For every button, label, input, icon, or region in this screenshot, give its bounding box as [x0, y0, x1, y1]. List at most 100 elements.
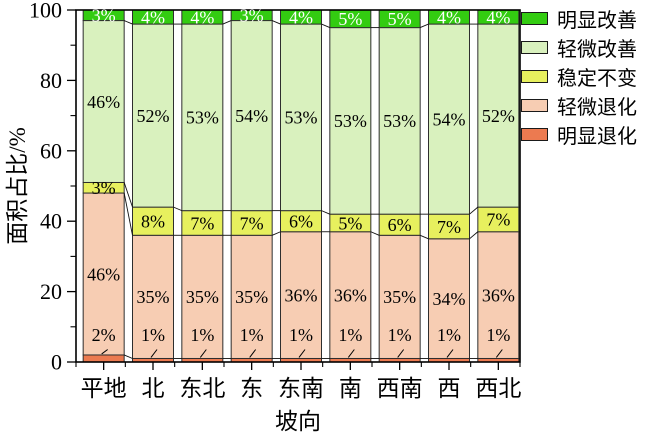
- segment-label: 4%: [190, 7, 214, 27]
- bar-segment: [378, 27, 421, 215]
- bar-segment: [280, 231, 322, 359]
- bar-segment: [329, 231, 372, 359]
- segment-label: 7%: [190, 213, 214, 233]
- bar-segment: [428, 238, 470, 359]
- legend-item: 稳定不变: [521, 62, 637, 91]
- connector-line: [321, 210, 331, 215]
- connector-line: [222, 20, 232, 25]
- segment-label: 6%: [388, 215, 412, 235]
- connector-line: [419, 234, 429, 240]
- x-tick-label: 南: [339, 376, 362, 401]
- segment-label: 8%: [141, 212, 165, 232]
- x-tick-label: 北: [142, 376, 165, 401]
- segment-label: 4%: [289, 7, 313, 27]
- bar-segment: [181, 234, 224, 359]
- segment-label: 3%: [92, 178, 116, 198]
- bar-segment: [477, 206, 520, 233]
- leader-line: [397, 349, 405, 358]
- connector-line: [123, 20, 133, 25]
- legend-swatch: [521, 12, 548, 25]
- y-tick-label: 20: [40, 279, 62, 304]
- leader-line: [101, 349, 108, 355]
- segment-label: 53%: [334, 111, 367, 131]
- y-tick-label: 80: [40, 68, 62, 93]
- leader-line: [446, 349, 454, 358]
- bar-segment: [82, 192, 125, 356]
- segment-label: 4%: [486, 7, 510, 27]
- segment-label: 53%: [186, 108, 219, 128]
- bar-segment: [132, 234, 174, 359]
- connector-line: [370, 231, 380, 236]
- connector-line: [469, 231, 479, 240]
- segment-label: 4%: [437, 7, 461, 27]
- legend-swatch: [521, 99, 548, 112]
- segment-label: 7%: [240, 213, 264, 233]
- segment-label: 35%: [235, 287, 268, 307]
- y-tick-label: 60: [40, 138, 62, 163]
- connector-line: [271, 231, 281, 236]
- connector-line: [123, 182, 133, 208]
- leader-line: [199, 349, 207, 358]
- segment-label: 52%: [137, 106, 170, 126]
- legend-item: 明显退化: [521, 120, 637, 149]
- bar-segment: [82, 354, 125, 363]
- segment-label: 4%: [141, 7, 165, 27]
- segment-label: 36%: [334, 285, 367, 305]
- x-tick-label: 西南: [377, 376, 423, 401]
- x-axis-title: 坡向: [275, 409, 321, 434]
- bar-segment: [181, 23, 224, 212]
- bar-segment: [132, 206, 174, 236]
- segment-label: 1%: [289, 325, 313, 345]
- y-axis-title: 面积占比/%: [5, 127, 30, 245]
- leader-line: [347, 349, 355, 358]
- segment-label: 3%: [240, 6, 264, 26]
- bar-segment: [280, 23, 322, 212]
- segment-label: 34%: [433, 289, 466, 309]
- bar-segment: [132, 23, 174, 208]
- y-tick-label: 0: [51, 349, 62, 374]
- segment-label: 46%: [87, 264, 120, 284]
- legend-label: 明显改善: [557, 10, 637, 32]
- leader-line: [298, 349, 306, 358]
- segment-label: 7%: [486, 210, 510, 230]
- segment-label: 1%: [437, 325, 461, 345]
- leader-line: [495, 349, 503, 358]
- segment-label: 1%: [190, 325, 214, 345]
- bar-segment: [428, 213, 470, 240]
- bar-segment: [82, 20, 125, 183]
- segment-label: 1%: [388, 325, 412, 345]
- segment-label: 1%: [486, 325, 510, 345]
- x-tick-label: 平地: [81, 376, 127, 401]
- segment-label: 2%: [92, 325, 116, 345]
- legend: 明显改善 轻微改善 稳定不变 轻微退化 明显退化: [521, 4, 637, 149]
- segment-label: 5%: [388, 9, 412, 29]
- legend-swatch: [521, 70, 548, 83]
- bar-segment: [428, 23, 470, 215]
- connector-line: [173, 206, 183, 212]
- legend-item: 明显改善: [521, 4, 637, 33]
- y-tick-label: 40: [40, 209, 62, 234]
- bar-segment: [329, 27, 372, 215]
- legend-item: 轻微退化: [521, 91, 637, 120]
- segment-label: 35%: [383, 287, 416, 307]
- x-tick-label: 西: [438, 376, 461, 401]
- segment-label: 36%: [285, 285, 318, 305]
- x-tick-label: 东北: [179, 376, 225, 401]
- segment-label: 6%: [289, 212, 313, 232]
- segment-label: 1%: [240, 325, 264, 345]
- leader-line: [150, 349, 158, 358]
- y-tick-label: 100: [29, 0, 62, 22]
- segment-label: 5%: [338, 213, 362, 233]
- connector-line: [271, 20, 281, 25]
- connector-line: [419, 23, 429, 29]
- segment-label: 7%: [437, 217, 461, 237]
- x-tick-label: 东: [240, 376, 263, 401]
- legend-label: 明显退化: [557, 126, 637, 148]
- segment-label: 1%: [338, 325, 362, 345]
- leader-line: [249, 349, 257, 358]
- bar-segment: [477, 23, 520, 208]
- x-tick-label: 东南: [278, 376, 324, 401]
- segment-label: 5%: [338, 9, 362, 29]
- bar-segment: [477, 231, 520, 359]
